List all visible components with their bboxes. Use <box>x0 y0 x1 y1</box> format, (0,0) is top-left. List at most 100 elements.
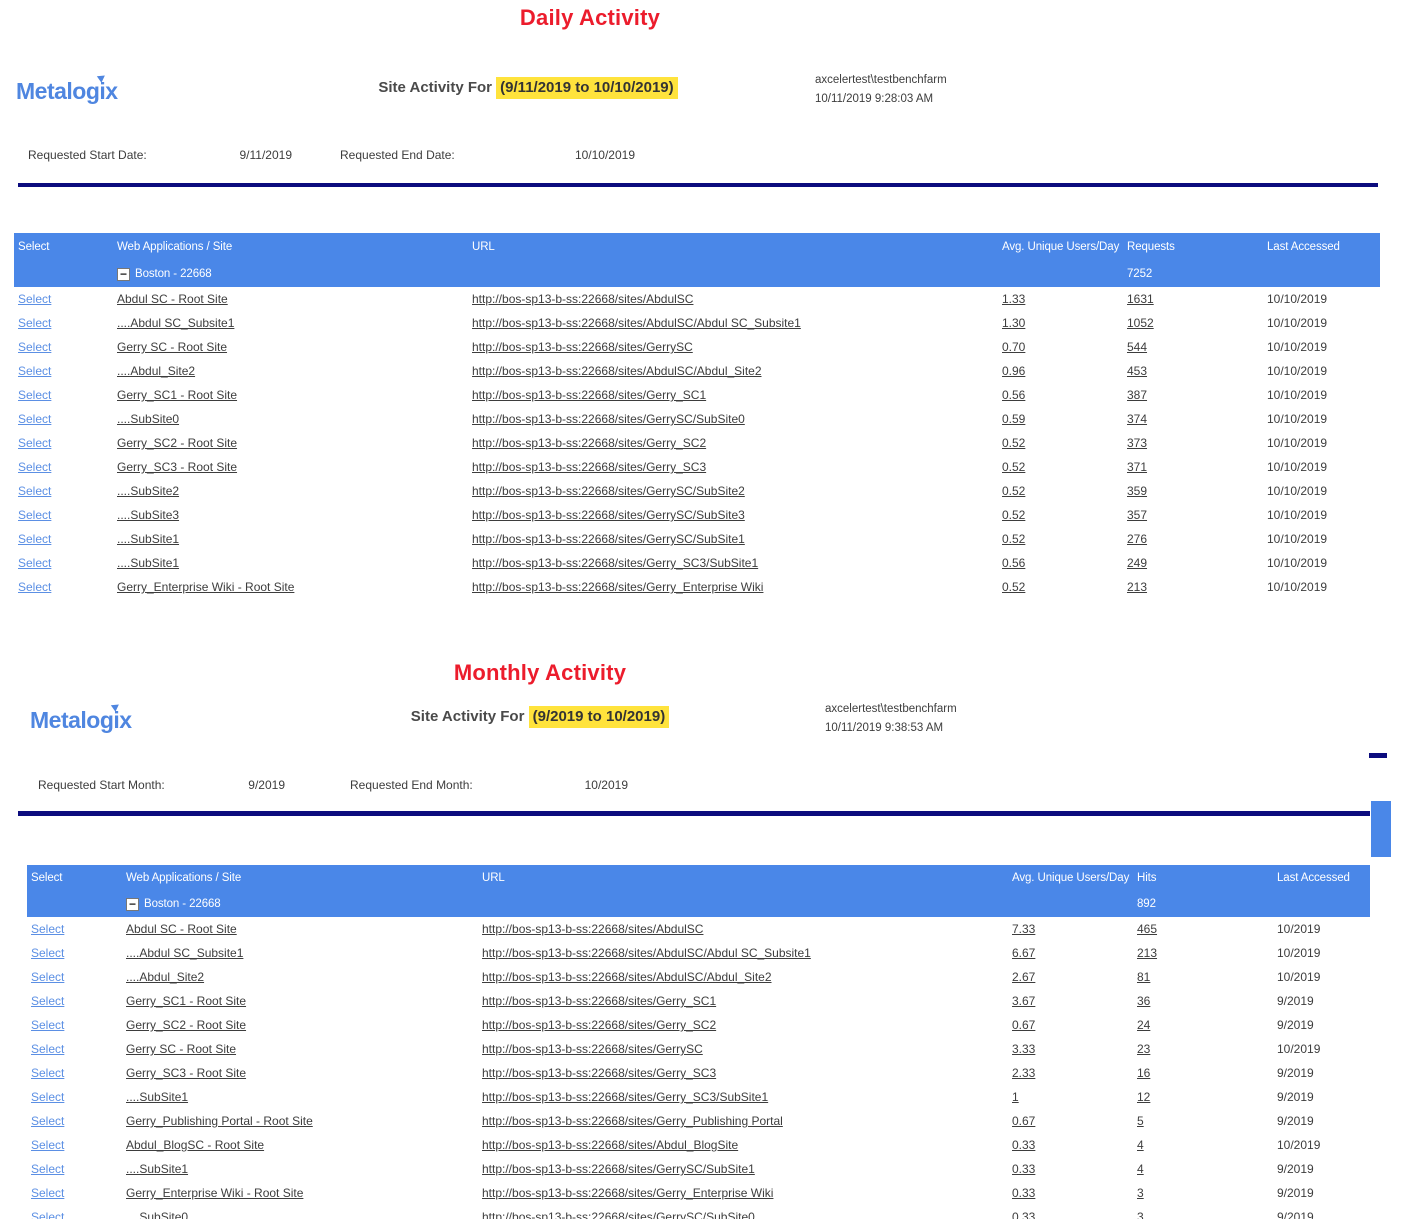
select-link[interactable]: Select <box>18 388 52 402</box>
avg-users-link[interactable]: 1 <box>1012 1090 1019 1104</box>
url-link[interactable]: http://bos-sp13-b-ss:22668/sites/Gerry_S… <box>472 556 759 570</box>
hits-link[interactable]: 16 <box>1137 1066 1151 1080</box>
url-link[interactable]: http://bos-sp13-b-ss:22668/sites/AbdulSC… <box>482 946 811 960</box>
site-link[interactable]: Gerry_SC3 - Root Site <box>126 1066 247 1080</box>
site-link[interactable]: Gerry_SC2 - Root Site <box>126 1018 247 1032</box>
site-link[interactable]: Gerry SC - Root Site <box>126 1042 237 1056</box>
hits-link[interactable]: 3 <box>1137 1186 1144 1200</box>
avg-users-link[interactable]: 0.52 <box>1002 580 1026 594</box>
url-link[interactable]: http://bos-sp13-b-ss:22668/sites/GerrySC <box>482 1042 703 1056</box>
avg-users-link[interactable]: 2.67 <box>1012 970 1036 984</box>
requests-link[interactable]: 249 <box>1127 556 1148 570</box>
select-link[interactable]: Select <box>31 1186 65 1200</box>
site-link[interactable]: Gerry_SC2 - Root Site <box>117 436 238 450</box>
site-link[interactable]: ....SubSite2 <box>117 484 180 498</box>
avg-users-link[interactable]: 0.52 <box>1002 460 1026 474</box>
avg-users-link[interactable]: 0.33 <box>1012 1138 1036 1152</box>
select-link[interactable]: Select <box>31 1090 65 1104</box>
select-link[interactable]: Select <box>31 994 65 1008</box>
avg-users-link[interactable]: 0.67 <box>1012 1114 1036 1128</box>
site-link[interactable]: Abdul_BlogSC - Root Site <box>126 1138 265 1152</box>
url-link[interactable]: http://bos-sp13-b-ss:22668/sites/GerrySC… <box>472 508 745 522</box>
requests-link[interactable]: 1052 <box>1127 316 1154 330</box>
requests-link[interactable]: 359 <box>1127 484 1148 498</box>
select-link[interactable]: Select <box>31 922 65 936</box>
url-link[interactable]: http://bos-sp13-b-ss:22668/sites/GerrySC <box>472 340 693 354</box>
url-link[interactable]: http://bos-sp13-b-ss:22668/sites/Gerry_S… <box>472 460 707 474</box>
hits-link[interactable]: 23 <box>1137 1042 1151 1056</box>
select-link[interactable]: Select <box>18 580 52 594</box>
requests-link[interactable]: 387 <box>1127 388 1148 402</box>
url-link[interactable]: http://bos-sp13-b-ss:22668/sites/Gerry_S… <box>482 994 717 1008</box>
site-link[interactable]: Abdul SC - Root Site <box>126 922 237 936</box>
avg-users-link[interactable]: 0.59 <box>1002 412 1026 426</box>
select-link[interactable]: Select <box>31 1018 65 1032</box>
avg-users-link[interactable]: 0.52 <box>1002 484 1026 498</box>
select-link[interactable]: Select <box>31 970 65 984</box>
url-link[interactable]: http://bos-sp13-b-ss:22668/sites/AbdulSC… <box>482 970 772 984</box>
requests-link[interactable]: 213 <box>1127 580 1148 594</box>
select-link[interactable]: Select <box>31 1138 65 1152</box>
site-link[interactable]: ....SubSite0 <box>117 412 180 426</box>
scrollbar-thumb[interactable] <box>1371 801 1391 857</box>
requests-link[interactable]: 373 <box>1127 436 1148 450</box>
hits-link[interactable]: 4 <box>1137 1138 1144 1152</box>
site-link[interactable]: ....Abdul SC_Subsite1 <box>126 946 244 960</box>
url-link[interactable]: http://bos-sp13-b-ss:22668/sites/Gerry_S… <box>482 1018 717 1032</box>
select-link[interactable]: Select <box>18 460 52 474</box>
site-link[interactable]: Gerry_Enterprise Wiki - Root Site <box>126 1186 304 1200</box>
select-link[interactable]: Select <box>31 1066 65 1080</box>
select-link[interactable]: Select <box>18 316 52 330</box>
url-link[interactable]: http://bos-sp13-b-ss:22668/sites/AbdulSC <box>482 922 704 936</box>
select-link[interactable]: Select <box>18 484 52 498</box>
site-link[interactable]: ....SubSite1 <box>117 556 180 570</box>
avg-users-link[interactable]: 0.52 <box>1002 508 1026 522</box>
select-link[interactable]: Select <box>31 1162 65 1176</box>
select-link[interactable]: Select <box>31 1210 65 1219</box>
site-link[interactable]: ....Abdul_Site2 <box>126 970 205 984</box>
hits-link[interactable]: 36 <box>1137 994 1151 1008</box>
avg-users-link[interactable]: 0.56 <box>1002 388 1026 402</box>
select-link[interactable]: Select <box>18 412 52 426</box>
collapse-icon[interactable]: − <box>117 267 130 281</box>
site-link[interactable]: ....SubSite0 <box>126 1210 189 1219</box>
url-link[interactable]: http://bos-sp13-b-ss:22668/sites/AbdulSC… <box>472 316 801 330</box>
url-link[interactable]: http://bos-sp13-b-ss:22668/sites/Gerry_E… <box>482 1186 774 1200</box>
url-link[interactable]: http://bos-sp13-b-ss:22668/sites/Gerry_S… <box>482 1066 717 1080</box>
select-link[interactable]: Select <box>18 508 52 522</box>
avg-users-link[interactable]: 0.67 <box>1012 1018 1036 1032</box>
hits-link[interactable]: 24 <box>1137 1018 1151 1032</box>
url-link[interactable]: http://bos-sp13-b-ss:22668/sites/GerrySC… <box>472 412 745 426</box>
url-link[interactable]: http://bos-sp13-b-ss:22668/sites/Gerry_E… <box>472 580 764 594</box>
site-link[interactable]: Gerry SC - Root Site <box>117 340 228 354</box>
avg-users-link[interactable]: 3.67 <box>1012 994 1036 1008</box>
url-link[interactable]: http://bos-sp13-b-ss:22668/sites/GerrySC… <box>482 1162 755 1176</box>
avg-users-link[interactable]: 6.67 <box>1012 946 1036 960</box>
site-link[interactable]: Gerry_Publishing Portal - Root Site <box>126 1114 313 1128</box>
select-link[interactable]: Select <box>18 556 52 570</box>
avg-users-link[interactable]: 0.33 <box>1012 1186 1036 1200</box>
url-link[interactable]: http://bos-sp13-b-ss:22668/sites/Gerry_S… <box>482 1090 769 1104</box>
url-link[interactable]: http://bos-sp13-b-ss:22668/sites/GerrySC… <box>482 1210 755 1219</box>
site-link[interactable]: Gerry_SC1 - Root Site <box>126 994 247 1008</box>
select-link[interactable]: Select <box>31 946 65 960</box>
url-link[interactable]: http://bos-sp13-b-ss:22668/sites/GerrySC… <box>472 532 745 546</box>
select-link[interactable]: Select <box>18 340 52 354</box>
site-link[interactable]: Gerry_Enterprise Wiki - Root Site <box>117 580 295 594</box>
url-link[interactable]: http://bos-sp13-b-ss:22668/sites/AbdulSC <box>472 292 694 306</box>
url-link[interactable]: http://bos-sp13-b-ss:22668/sites/Gerry_P… <box>482 1114 783 1128</box>
site-link[interactable]: Abdul SC - Root Site <box>117 292 228 306</box>
select-link[interactable]: Select <box>31 1114 65 1128</box>
avg-users-link[interactable]: 1.30 <box>1002 316 1026 330</box>
hits-link[interactable]: 12 <box>1137 1090 1151 1104</box>
hits-link[interactable]: 3 <box>1137 1210 1144 1219</box>
site-link[interactable]: ....Abdul_Site2 <box>117 364 196 378</box>
requests-link[interactable]: 357 <box>1127 508 1148 522</box>
avg-users-link[interactable]: 0.52 <box>1002 436 1026 450</box>
select-link[interactable]: Select <box>18 436 52 450</box>
avg-users-link[interactable]: 0.52 <box>1002 532 1026 546</box>
url-link[interactable]: http://bos-sp13-b-ss:22668/sites/Gerry_S… <box>472 436 707 450</box>
hits-link[interactable]: 5 <box>1137 1114 1144 1128</box>
requests-link[interactable]: 276 <box>1127 532 1148 546</box>
avg-users-link[interactable]: 2.33 <box>1012 1066 1036 1080</box>
